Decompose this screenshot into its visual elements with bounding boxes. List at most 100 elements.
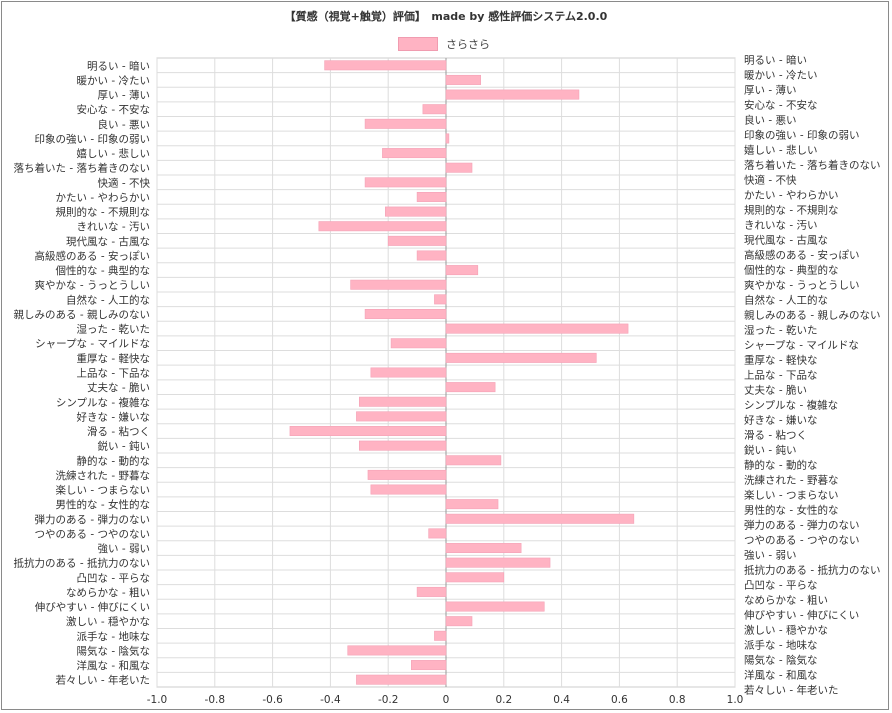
y-label-left: つやのある - つやのない xyxy=(35,528,150,540)
y-label-right: 激しい - 穏やかな xyxy=(744,624,828,637)
y-label-right: 嬉しい - 悲しい xyxy=(744,144,817,157)
y-label-left: 爽やかな - うっとうしい xyxy=(35,280,150,292)
bar xyxy=(445,499,499,510)
y-label-right: 抵抗力のある - 抵抗力のない xyxy=(744,564,880,577)
y-label-left: 陽気な - 陰気な xyxy=(77,644,150,657)
x-tick-label: -0.8 xyxy=(205,694,226,706)
y-label-right: 印象の強い - 印象の弱い xyxy=(744,129,859,142)
bar xyxy=(364,309,447,319)
y-label-right: 伸びやすい - 伸びにくい xyxy=(744,610,859,622)
y-label-left: 落ち着いた - 落ち着きのない xyxy=(14,162,150,175)
y-label-right: 上品な - 下品な xyxy=(744,370,817,382)
y-label-left: 好きな - 嫌いな xyxy=(77,410,150,423)
x-tick-label: 1.0 xyxy=(727,694,744,706)
y-label-right: 楽しい - つまらない xyxy=(744,489,838,502)
y-label-left: 快適 - 不快 xyxy=(98,176,151,189)
y-label-right: 暖かい - 冷たい xyxy=(744,69,817,82)
y-label-left: 伸びやすい - 伸びにくい xyxy=(35,602,150,614)
bar xyxy=(445,133,450,144)
y-label-right: 湿った - 乾いた xyxy=(744,324,817,337)
y-label-right: シンプルな - 複雑な xyxy=(744,399,838,412)
bar xyxy=(445,455,502,466)
y-label-right: 洋風な - 和風な xyxy=(744,669,817,682)
bar xyxy=(370,367,447,378)
bar xyxy=(422,104,447,115)
chart-title: 【質感（視覚+触覚）評価】 made by 感性評価システム2.0.0 xyxy=(284,10,608,23)
y-label-left: 湿った - 乾いた xyxy=(77,323,150,336)
y-label-right: 自然な - 人工的な xyxy=(744,294,828,307)
bar xyxy=(445,601,545,612)
x-tick-label: -0.6 xyxy=(262,694,283,706)
bar xyxy=(445,557,551,568)
y-label-left: 親しみのある - 親しみのない xyxy=(14,308,150,321)
y-label-left: 厚い - 薄い xyxy=(98,89,150,102)
bar xyxy=(367,469,447,480)
legend-swatch xyxy=(398,37,438,51)
legend[interactable]: さらさら xyxy=(398,36,490,52)
bar xyxy=(382,148,447,159)
bar xyxy=(416,191,447,202)
y-label-right: 好きな - 嫌いな xyxy=(744,414,817,427)
y-label-left: 印象の強い - 印象の弱い xyxy=(35,132,150,145)
y-label-right: 弾力のある - 弾力のない xyxy=(744,519,859,532)
bar xyxy=(428,528,447,539)
bar xyxy=(445,616,473,627)
y-label-left: なめらかな - 粗い xyxy=(66,587,150,599)
y-label-right: 派手な - 地味な xyxy=(744,639,817,652)
y-label-right: 快適 - 不快 xyxy=(744,174,797,187)
y-label-left: 丈夫な - 脆い xyxy=(87,381,150,394)
y-label-left: 激しい - 穏やかな xyxy=(66,615,150,628)
y-label-left: 弾力のある - 弾力のない xyxy=(35,513,150,526)
bar xyxy=(416,250,447,261)
bar xyxy=(445,265,479,276)
y-label-left: きれいな - 汚い xyxy=(77,220,150,233)
y-label-right: なめらかな - 粗い xyxy=(744,595,828,607)
bar xyxy=(445,323,629,334)
bar xyxy=(445,572,505,583)
x-tick-label: 0 xyxy=(443,694,450,706)
y-label-right: 丈夫な - 脆い xyxy=(744,384,807,397)
y-label-left: 暖かい - 冷たい xyxy=(77,74,150,87)
y-label-right: シャープな - マイルドな xyxy=(744,340,859,352)
y-label-right: 静的な - 動的な xyxy=(744,459,817,472)
bar xyxy=(390,338,447,349)
bar xyxy=(445,513,635,524)
bar xyxy=(416,586,447,597)
bar xyxy=(411,660,447,671)
y-label-right: 現代風な - 古風な xyxy=(744,234,828,247)
x-tick-label: -0.4 xyxy=(320,694,341,706)
y-label-left: 自然な - 人工的な xyxy=(66,293,150,306)
y-label-right: 厚い - 薄い xyxy=(744,84,796,97)
y-label-left: 現代風な - 古風な xyxy=(66,235,150,248)
bar xyxy=(356,674,447,685)
bar xyxy=(445,89,580,100)
y-label-right: つやのある - つやのない xyxy=(744,535,859,547)
bar xyxy=(387,235,447,246)
y-label-right: 滑る - 粘つく xyxy=(744,429,807,442)
bar xyxy=(445,382,496,393)
y-label-left: 安心な - 不安な xyxy=(77,103,150,116)
bar xyxy=(370,484,447,495)
y-label-right: 爽やかな - うっとうしい xyxy=(744,280,859,292)
bar xyxy=(364,118,447,129)
y-label-left: 抵抗力のある - 抵抗力のない xyxy=(14,557,150,570)
y-label-left: 鋭い - 鈍い xyxy=(98,440,150,453)
x-tick-label: -0.2 xyxy=(378,694,399,706)
bar xyxy=(350,279,447,290)
y-label-left: 良い - 悪い xyxy=(98,118,150,131)
y-label-left: シャープな - マイルドな xyxy=(35,338,150,350)
bar xyxy=(434,630,447,641)
y-label-left: 個性的な - 典型的な xyxy=(56,264,150,277)
bar xyxy=(364,177,447,188)
y-label-left: 明るい - 暗い xyxy=(87,59,150,72)
bar xyxy=(358,440,447,451)
y-label-left: シンプルな - 複雑な xyxy=(56,396,150,409)
bar xyxy=(324,60,447,71)
bar xyxy=(358,396,447,407)
y-label-left: 洗練された - 野暮な xyxy=(56,469,150,482)
bar xyxy=(385,206,447,217)
y-label-left: 静的な - 動的な xyxy=(77,454,150,467)
y-label-right: 安心な - 不安な xyxy=(744,99,817,112)
